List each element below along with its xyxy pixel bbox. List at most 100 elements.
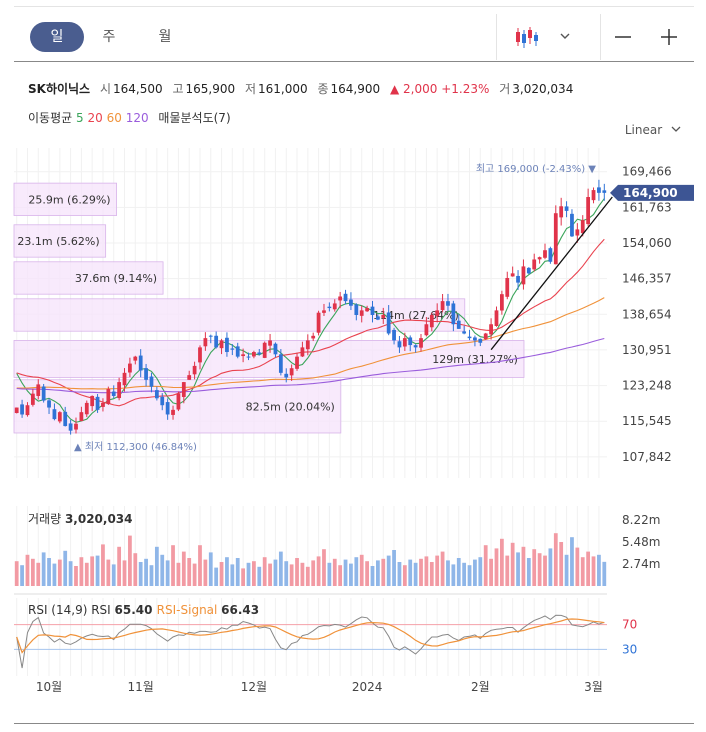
rsi-level-label: 30 xyxy=(622,642,637,656)
volume-bar xyxy=(90,556,95,586)
candle-body xyxy=(365,308,369,312)
price-tick-label: 138,654 xyxy=(622,307,672,321)
x-tick-label: 11월 xyxy=(128,680,154,694)
volume-bar xyxy=(20,565,24,586)
candle-body xyxy=(537,257,542,260)
candle-body xyxy=(580,220,585,234)
volume-bar xyxy=(602,561,607,586)
volume-bar xyxy=(203,559,208,586)
candle-body xyxy=(241,354,246,357)
plus-icon[interactable] xyxy=(658,26,680,48)
volume-bar xyxy=(456,558,461,586)
low-marker-label: ▲ 최저 112,300 (46.84%) xyxy=(74,441,197,453)
volume-bar xyxy=(181,551,186,586)
tab-week[interactable]: 주 xyxy=(102,29,116,45)
volume-profile-label: 129m (31.27%) xyxy=(432,353,518,366)
volume-tick-label: 2.74m xyxy=(622,557,660,571)
price-tick-label: 130,951 xyxy=(622,343,672,357)
volume-bar xyxy=(332,558,337,586)
volume-bar xyxy=(111,564,116,586)
candle-body xyxy=(235,346,240,357)
volume-label: 거 xyxy=(499,82,511,96)
toolbar-separator xyxy=(600,14,601,60)
candle-body xyxy=(575,229,580,236)
ma60-line xyxy=(16,297,605,390)
candle-body xyxy=(257,352,262,355)
rsi-line xyxy=(16,614,605,669)
candle-body xyxy=(467,336,472,339)
volume-panel-label: 거래량 3,020,034 xyxy=(28,512,133,526)
ma-label: 이동평균 xyxy=(28,111,73,125)
candle-body xyxy=(499,294,504,311)
candle-body xyxy=(559,206,564,218)
candle-body xyxy=(386,312,391,334)
volume-bar xyxy=(370,566,375,586)
candle-body xyxy=(332,303,337,310)
high-value: 165,900 xyxy=(185,82,236,96)
candle-body xyxy=(510,273,515,277)
ma-120: 120 xyxy=(125,111,149,125)
volume-bar xyxy=(365,561,369,586)
candle-body xyxy=(95,396,100,410)
volume-bar xyxy=(74,566,78,586)
candle-body xyxy=(397,341,402,348)
volume-profile-label: 23.1m (5.62%) xyxy=(17,235,99,248)
candle-body xyxy=(111,391,116,396)
tab-day[interactable]: 일 xyxy=(30,22,84,52)
candle-body xyxy=(494,310,499,326)
candle-body xyxy=(322,310,326,313)
candle-body xyxy=(122,372,127,386)
volume-bar xyxy=(338,565,343,586)
candle-body xyxy=(176,393,181,410)
volume-bar xyxy=(63,550,68,586)
candle-body xyxy=(548,248,553,262)
chevron-down-icon xyxy=(671,126,681,132)
volume-bar xyxy=(327,562,332,586)
scale-selector[interactable]: Linear xyxy=(625,123,682,137)
volume-bar xyxy=(580,557,585,586)
candle-body xyxy=(41,386,46,401)
volume-bar xyxy=(505,555,510,586)
candle-body xyxy=(381,315,386,318)
close-value: 164,900 xyxy=(330,82,381,96)
candle-body xyxy=(154,390,159,399)
low-label: 저 xyxy=(244,82,256,96)
candle-body xyxy=(456,320,461,329)
volume-bar xyxy=(154,546,159,586)
volume-profile-label: 82.5m (20.04%) xyxy=(246,400,335,413)
volume-bar xyxy=(257,566,262,586)
volume-bar xyxy=(171,545,175,586)
rsi-value: 65.40 xyxy=(115,603,157,617)
volume-profile-bar xyxy=(13,224,107,258)
volume-bar xyxy=(537,553,542,586)
moving-average-legend[interactable]: 이동평균 5 20 60 120 매물분석도(7) xyxy=(28,109,231,126)
tab-month[interactable]: 월 xyxy=(158,29,172,45)
candlestick-icon[interactable] xyxy=(514,24,540,50)
ma-60: 60 xyxy=(106,111,122,125)
volume-bar xyxy=(305,566,310,586)
candle-body xyxy=(343,293,348,302)
minus-icon[interactable] xyxy=(612,26,634,48)
candle-body xyxy=(68,423,73,431)
volume-profile-toggle[interactable]: 매물분석도(7) xyxy=(158,111,231,125)
volume-bar xyxy=(273,559,278,586)
ma5-line xyxy=(16,198,605,423)
candle-body xyxy=(192,365,197,375)
volume-bar xyxy=(543,555,547,586)
candle-body xyxy=(52,409,57,420)
rsi-level-label: 70 xyxy=(622,618,637,632)
volume-bar xyxy=(354,557,359,586)
candle-body xyxy=(20,404,24,415)
candle-body xyxy=(128,363,132,373)
candle-body xyxy=(208,335,213,337)
candle-body xyxy=(63,411,68,427)
close-label: 종 xyxy=(317,82,329,96)
volume-bar xyxy=(95,555,100,586)
candle-body xyxy=(219,340,224,349)
volume-bar xyxy=(252,561,256,586)
volume-bar xyxy=(246,562,251,586)
current-price-tag xyxy=(610,184,694,201)
current-price-label: 164,900 xyxy=(623,186,678,200)
chevron-down-icon[interactable] xyxy=(558,26,572,46)
